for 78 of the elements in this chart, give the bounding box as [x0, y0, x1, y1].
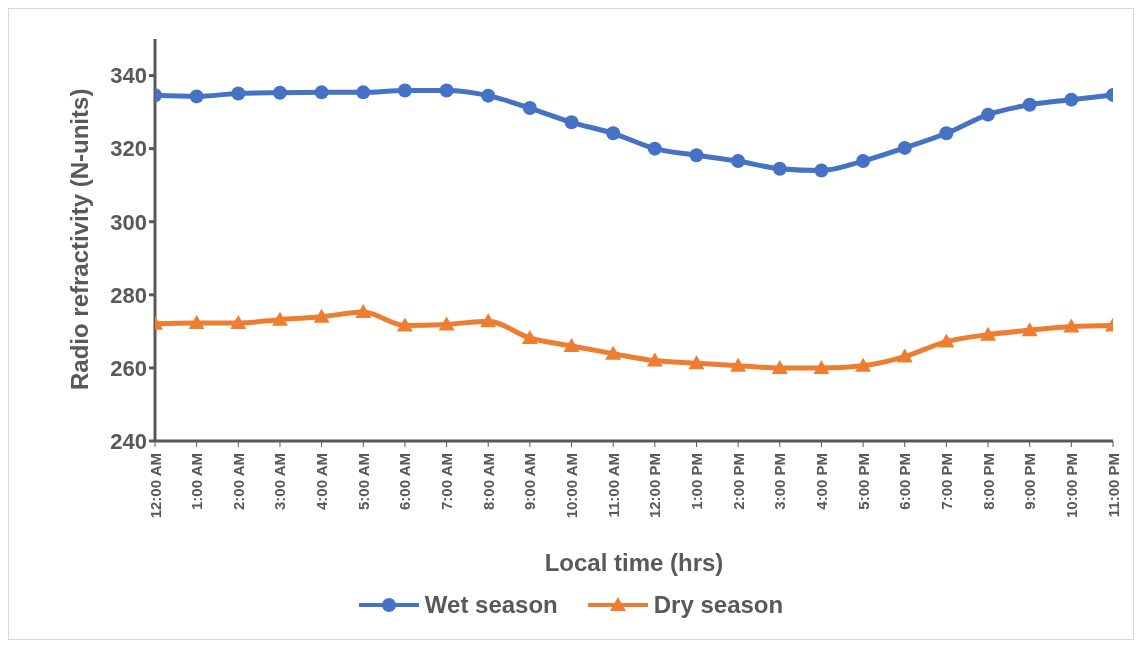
x-tick-label: 4:00 AM — [313, 453, 331, 510]
point — [1022, 97, 1037, 112]
x-tick-label: 11:00 PM — [1104, 453, 1122, 518]
point — [897, 140, 912, 155]
x-axis-title: Local time (hrs) — [544, 549, 724, 576]
point — [189, 89, 204, 104]
x-tick-label: 9:00 PM — [1021, 453, 1039, 510]
point — [980, 326, 997, 341]
y-tick-label: 300 — [110, 209, 147, 235]
point — [230, 314, 247, 329]
point — [813, 359, 830, 374]
point — [396, 317, 413, 332]
point — [772, 161, 787, 176]
point — [564, 115, 579, 130]
x-tick-label: 10:00 PM — [1062, 453, 1080, 519]
x-tick-label: 3:00 PM — [771, 453, 789, 510]
point — [688, 355, 705, 370]
x-tick-label: 1:00 AM — [188, 453, 206, 510]
point — [855, 357, 872, 372]
y-tick-label: 320 — [110, 136, 147, 162]
point — [689, 148, 704, 163]
x-tick-label: 12:00 PM — [646, 453, 664, 519]
point — [356, 85, 371, 100]
point — [271, 311, 288, 326]
point — [606, 126, 621, 141]
x-tick-label: 5:00 PM — [854, 453, 872, 510]
x-tick-label: 2:00 AM — [229, 453, 247, 510]
point — [188, 314, 205, 329]
x-tick-label: 6:00 PM — [896, 453, 914, 510]
x-tick-label: 1:00 PM — [687, 453, 705, 510]
y-tick-label: 240 — [110, 428, 147, 454]
x-tick-label: 12:00 AM — [146, 453, 164, 519]
x-tick-label: 11:00 AM — [604, 453, 622, 518]
point — [605, 345, 622, 360]
point — [938, 333, 955, 348]
x-tick-label: 7:00 PM — [937, 453, 955, 510]
y-tick-label: 280 — [110, 282, 147, 308]
point — [771, 359, 788, 374]
point — [231, 86, 246, 101]
x-tick-label: 2:00 PM — [729, 453, 747, 510]
point — [438, 316, 455, 331]
point — [856, 154, 871, 169]
point — [272, 85, 287, 100]
x-tick-label: 8:00 PM — [979, 453, 997, 510]
point — [896, 348, 913, 363]
point — [314, 85, 329, 100]
y-tick-label: 260 — [110, 355, 147, 381]
x-tick-label: 10:00 AM — [563, 453, 581, 519]
point — [397, 83, 412, 98]
y-tick-label: 340 — [110, 63, 147, 89]
point — [647, 141, 662, 156]
x-tick-label: 4:00 PM — [812, 453, 830, 510]
point — [355, 303, 372, 318]
point — [646, 352, 663, 367]
point — [481, 88, 496, 103]
point — [731, 154, 746, 169]
point — [480, 313, 497, 328]
point — [1021, 322, 1038, 337]
point — [1064, 92, 1079, 107]
legend-label: Dry season — [653, 591, 784, 619]
point — [521, 329, 538, 344]
point — [563, 337, 580, 352]
x-tick-label: 5:00 AM — [354, 453, 372, 510]
point — [730, 357, 747, 372]
point — [522, 101, 537, 116]
point — [1063, 318, 1080, 333]
x-tick-label: 8:00 AM — [479, 453, 497, 510]
point — [939, 126, 954, 141]
x-tick-label: 3:00 AM — [271, 453, 289, 510]
x-tick-label: 7:00 AM — [438, 453, 456, 510]
x-tick-label: 6:00 AM — [396, 453, 414, 510]
point — [439, 83, 454, 98]
x-tick-label: 9:00 AM — [521, 453, 539, 510]
point — [313, 308, 330, 323]
legend-label: Wet season — [424, 591, 558, 619]
point — [814, 163, 829, 178]
y-axis-title: Radio refractivity (N-units) — [65, 88, 93, 390]
point — [981, 107, 996, 122]
